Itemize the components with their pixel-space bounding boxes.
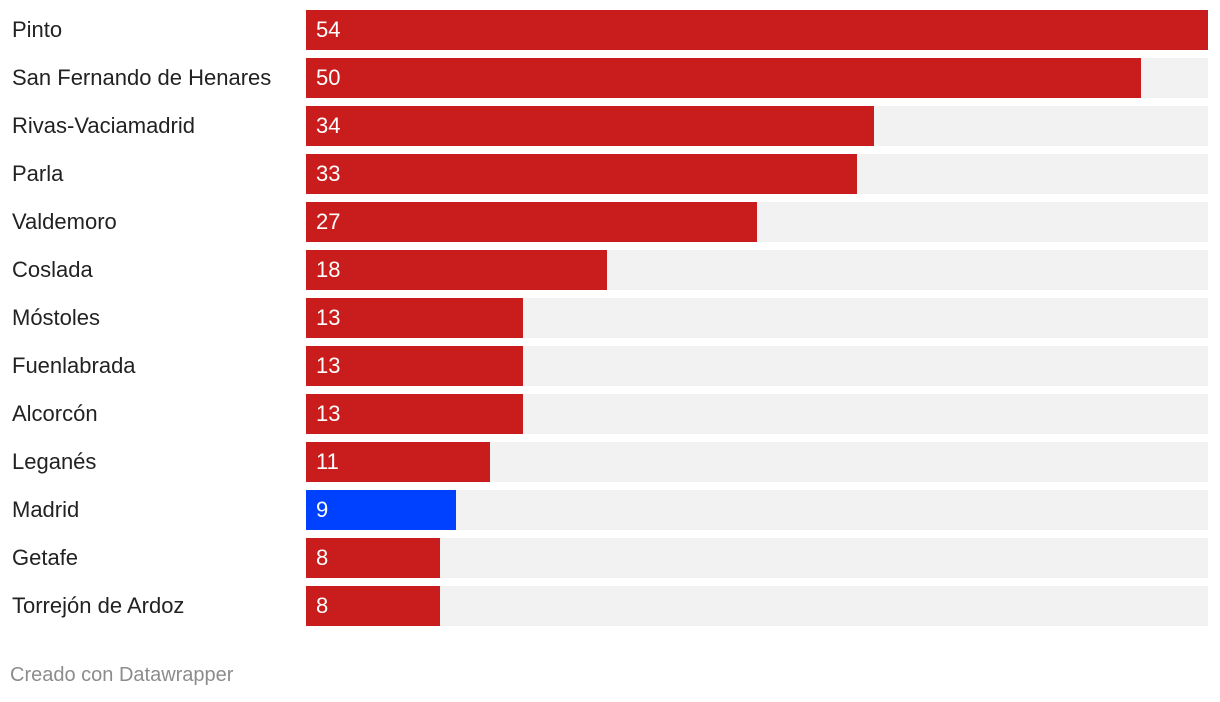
bar-track: 18 <box>306 250 1208 290</box>
bar: 8 <box>306 538 440 578</box>
value-label: 54 <box>316 17 341 42</box>
bar: 13 <box>306 346 523 386</box>
category-label: Torrejón de Ardoz <box>12 593 185 618</box>
bar-row: Alcorcón 13 <box>0 394 1220 434</box>
bar-track: 8 <box>306 538 1208 578</box>
category-label: Pinto <box>12 17 63 42</box>
bar-row: Torrejón de Ardoz 8 <box>0 586 1220 626</box>
category-label: Madrid <box>12 497 80 522</box>
value-label: 34 <box>316 113 341 138</box>
bar-row: Getafe 8 <box>0 538 1220 578</box>
bar-row: Coslada 18 <box>0 250 1220 290</box>
footer-credit: Creado con Datawrapper <box>10 664 234 686</box>
bar: 34 <box>306 106 874 146</box>
bar-chart: Pinto 54 San Fernando de Henares 50 Rivas-Va… <box>0 10 1220 626</box>
bar-track: 8 <box>306 586 1208 626</box>
value-label: 13 <box>316 401 341 426</box>
value-label: 13 <box>316 305 341 330</box>
bar-row: Valdemoro 27 <box>0 202 1220 242</box>
bar-track: 9 <box>306 490 1208 530</box>
bar-row: Pinto 54 <box>0 10 1220 50</box>
category-label: San Fernando de Henares <box>12 65 272 90</box>
category-label: Móstoles <box>12 305 101 330</box>
bar-row: Rivas-Vaciamadrid 34 <box>0 106 1220 146</box>
bar: 13 <box>306 394 523 434</box>
bar-row: Móstoles 13 <box>0 298 1220 338</box>
category-label: Rivas-Vaciamadrid <box>12 113 195 138</box>
bar-row: Leganés 11 <box>0 442 1220 482</box>
value-label: 8 <box>316 545 329 570</box>
bar-row: Madrid 9 <box>0 490 1220 530</box>
bar-track: 13 <box>306 346 1208 386</box>
bar: 11 <box>306 442 490 482</box>
value-label: 8 <box>316 593 329 618</box>
bar-track: 13 <box>306 394 1208 434</box>
value-label: 11 <box>316 449 339 474</box>
bar: 50 <box>306 58 1141 98</box>
value-label: 27 <box>316 209 341 234</box>
bar-track: 27 <box>306 202 1208 242</box>
value-label: 50 <box>316 65 341 90</box>
bar: 13 <box>306 298 523 338</box>
value-label: 33 <box>316 161 341 186</box>
category-label: Leganés <box>12 449 97 474</box>
bar: 9 <box>306 490 456 530</box>
category-label: Coslada <box>12 257 93 282</box>
category-label: Alcorcón <box>12 401 98 426</box>
category-label: Getafe <box>12 545 79 570</box>
category-label: Fuenlabrada <box>12 353 136 378</box>
bar: 54 <box>306 10 1208 50</box>
bar-track: 13 <box>306 298 1208 338</box>
category-label: Valdemoro <box>12 209 117 234</box>
bar-track: 34 <box>306 106 1208 146</box>
bar-row: Fuenlabrada 13 <box>0 346 1220 386</box>
bar: 27 <box>306 202 757 242</box>
bar: 8 <box>306 586 440 626</box>
value-label: 13 <box>316 353 341 378</box>
bar-row: Parla 33 <box>0 154 1220 194</box>
bar-row: San Fernando de Henares 50 <box>0 58 1220 98</box>
bar: 33 <box>306 154 857 194</box>
value-label: 9 <box>316 497 329 522</box>
bar-track: 54 <box>306 10 1208 50</box>
bar-track: 11 <box>306 442 1208 482</box>
value-label: 18 <box>316 257 341 282</box>
category-label: Parla <box>12 161 64 186</box>
bar: 18 <box>306 250 607 290</box>
bar-track: 33 <box>306 154 1208 194</box>
bar-track: 50 <box>306 58 1208 98</box>
